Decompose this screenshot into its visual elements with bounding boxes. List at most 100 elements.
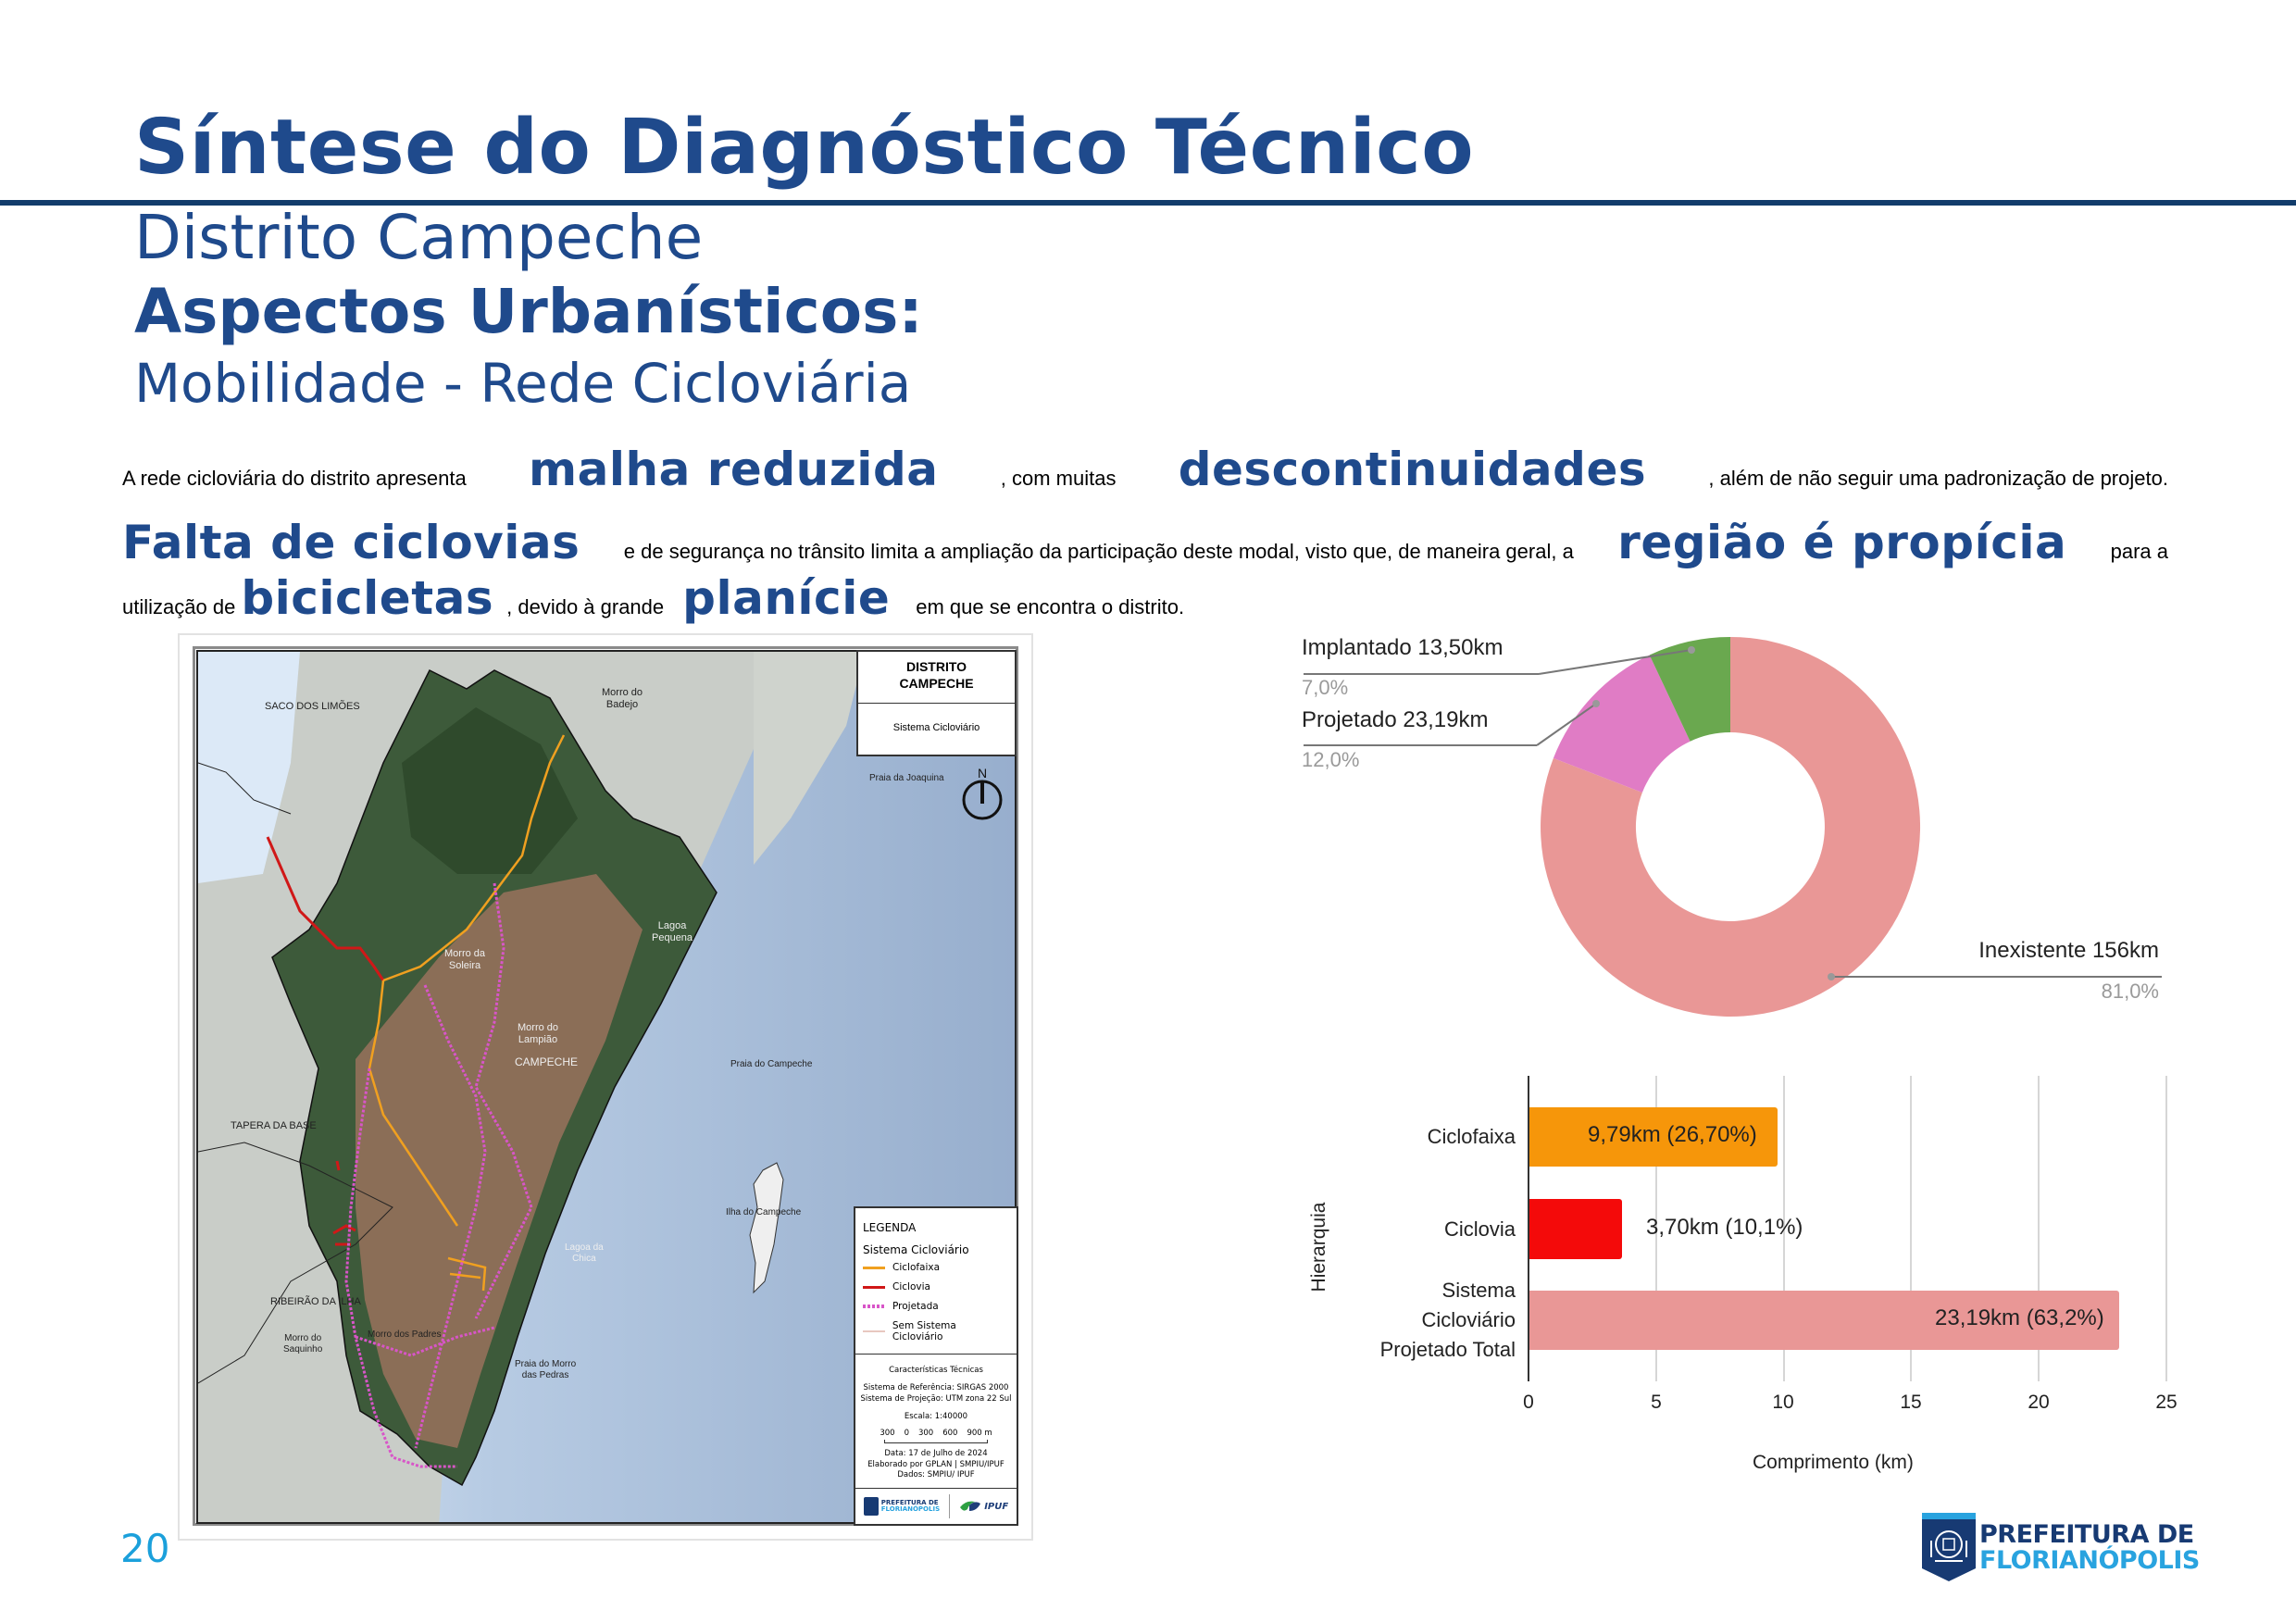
- x-tick: 5: [1651, 1392, 1662, 1413]
- map-author: Elaborado por GPLAN | SMPIU/IPUF: [867, 1459, 1004, 1469]
- legend-item-ciclofaixa: Ciclofaixa: [863, 1262, 1009, 1273]
- x-tick: 15: [1900, 1392, 1922, 1413]
- paragraph-text: para a: [2110, 540, 2168, 563]
- scale-tick: 0: [904, 1428, 909, 1438]
- scale-tick: 900 m: [967, 1428, 992, 1438]
- bar-category-ciclovia: Ciclovia: [1443, 1217, 1516, 1241]
- map-label-text: Saquinho: [283, 1344, 323, 1355]
- map-data-source: Dados: SMPIU/ IPUF: [897, 1470, 975, 1480]
- y-axis-line: [1528, 1076, 1529, 1381]
- legend-technical-info: Características Técnicas Sistema de Refe…: [855, 1355, 1017, 1489]
- reference-system: Sistema de Referência: SIRGAS 2000: [863, 1383, 1009, 1393]
- map-label-text: Praia do Morro: [515, 1359, 577, 1369]
- page-title: Síntese do Diagnóstico Técnico: [134, 104, 1475, 192]
- scale-bar-line: [884, 1440, 988, 1444]
- map-label-text: Morro da: [444, 948, 486, 959]
- legend-item-projetada: Projetada: [863, 1301, 1009, 1312]
- page-number: 20: [120, 1526, 170, 1571]
- donut-chart: [1528, 630, 1935, 1037]
- x-tick: 10: [1772, 1392, 1794, 1413]
- map-label: SACO DOS LIMÕES: [265, 701, 360, 712]
- map-label: Praia do Campeche: [730, 1059, 813, 1069]
- x-tick: 0: [1523, 1392, 1534, 1413]
- paragraph-line-1: A rede cicloviária do distrito apresenta…: [122, 443, 2168, 496]
- bar-projetado-total: [1528, 1291, 2119, 1350]
- bar-chart-plot: [1528, 1076, 2176, 1383]
- x-axis-title: Comprimento (km): [1753, 1452, 1914, 1473]
- paragraph-text: , com muitas: [1000, 467, 1117, 490]
- legend-group: Sistema Cicloviário: [863, 1243, 969, 1256]
- legend-label: Sem Sistema Cicloviário: [892, 1320, 956, 1342]
- category-line: Sistema: [1441, 1279, 1516, 1302]
- prefeitura-logo: PREFEITURA DE FLORIANÓPOLIS: [1922, 1513, 2200, 1581]
- bar-ciclovia: [1528, 1199, 1622, 1259]
- map-label-text: Soleira: [448, 960, 481, 972]
- city-crest-icon: [1922, 1513, 1976, 1581]
- paragraph-text: A rede cicloviária do distrito apresenta: [122, 467, 467, 490]
- y-axis-title: Hierarquia: [1308, 1202, 1329, 1292]
- map-label: TAPERA DA BASE: [231, 1120, 317, 1131]
- map-label-text: Lagoa da: [565, 1242, 604, 1253]
- logo-text: PREFEITURA DE: [880, 1499, 939, 1506]
- north-arrow-icon: N: [961, 766, 1004, 822]
- map-label: Morro do Lampião: [518, 1022, 558, 1046]
- map-subtitle: Sistema Cicloviário: [892, 722, 980, 733]
- x-tick: 20: [2028, 1392, 2050, 1413]
- gridline: [2165, 1076, 2167, 1381]
- map-title: DISTRITO CAMPECHE: [858, 652, 1015, 704]
- map-label-text: Morro do: [518, 1022, 559, 1033]
- ipuf-logo: IPUF: [958, 1498, 1008, 1515]
- donut-graphic: [1541, 637, 1921, 1017]
- map-scale: Escala: 1:40000: [904, 1412, 968, 1422]
- map-label: Morro do Badejo: [602, 687, 643, 711]
- crest-icon: [863, 1497, 879, 1516]
- donut-pct-implantado: 7,0%: [1302, 676, 1349, 699]
- map-label: Praia do Morro das Pedras: [515, 1359, 576, 1381]
- scale-bar: 300 0 300 600 900 m: [855, 1429, 1017, 1439]
- donut-label-projetado: Projetado 23,19km: [1302, 707, 1489, 732]
- logo-line-2: FLORIANÓPOLIS: [1979, 1546, 2200, 1575]
- paragraph-emphasis: Falta de ciclovias: [122, 516, 580, 569]
- legend-label: Ciclofaixa: [892, 1262, 941, 1273]
- map-label: Ilha do Campeche: [726, 1207, 802, 1217]
- map-label-text: Pequena: [652, 932, 693, 944]
- paragraph-emphasis: região é propícia: [1617, 516, 2067, 569]
- map-label-text: das Pedras: [521, 1370, 569, 1380]
- paragraph-text: , além de não seguir uma padronização de…: [1708, 467, 2168, 490]
- x-tick: 25: [2155, 1392, 2177, 1413]
- map-title-box: DISTRITO CAMPECHE Sistema Cicloviário: [856, 650, 1017, 756]
- logo-text: FLORIANÓPOLIS: [880, 1505, 941, 1513]
- map-label-text: Badejo: [605, 699, 639, 711]
- paragraph-emphasis: descontinuidades: [1178, 443, 1647, 496]
- donut-pct-inexistente: 81,0%: [2101, 980, 2159, 1003]
- legend-label: Projetada: [892, 1301, 939, 1312]
- logo-line-1: PREFEITURA DE: [1979, 1520, 2194, 1549]
- projection: Sistema de Projeção: UTM zona 22 Sul: [860, 1393, 1012, 1404]
- map-title-line: CAMPECHE: [899, 675, 974, 691]
- gridline: [2038, 1076, 2040, 1381]
- bar-ciclofaixa: [1528, 1107, 1778, 1167]
- map-label-text: Morro do: [284, 1333, 322, 1343]
- district-subtitle: Distrito Campeche: [134, 202, 704, 273]
- paragraph-emphasis: planície: [682, 571, 891, 625]
- section-heading: Aspectos Urbanísticos:: [134, 276, 923, 347]
- donut-label-inexistente: Inexistente 156km: [1978, 938, 2159, 963]
- gridline: [1910, 1076, 1912, 1381]
- legend-heading: LEGENDA: [863, 1221, 917, 1234]
- legend-label: Ciclovia: [892, 1281, 930, 1292]
- paragraph-text: em que se encontra o distrito.: [916, 595, 1185, 618]
- legend-swatch: [863, 1285, 885, 1289]
- gridline: [1655, 1076, 1657, 1381]
- paragraph-line-3: utilização de bicicletas , devido à gran…: [122, 571, 2168, 625]
- map-label: Praia da Joaquina: [869, 773, 944, 783]
- donut-pct-projetado: 12,0%: [1302, 748, 1360, 771]
- paragraph-text: utilização de: [122, 595, 236, 618]
- bar-category-projetado-total: Sistema Cicloviário Projetado Total: [1380, 1276, 1516, 1365]
- paragraph-line-2: Falta de ciclovias e de segurança no trâ…: [122, 516, 2168, 569]
- logo-text: IPUF: [984, 1501, 1009, 1512]
- map-label: CAMPECHE: [515, 1055, 579, 1068]
- legend-swatch: [863, 1330, 885, 1332]
- topic-heading: Mobilidade - Rede Cicloviária: [134, 352, 912, 415]
- map-label-text: Lagoa: [657, 920, 687, 931]
- bar-label-ciclofaixa: 9,79km (26,70%): [1588, 1122, 1757, 1147]
